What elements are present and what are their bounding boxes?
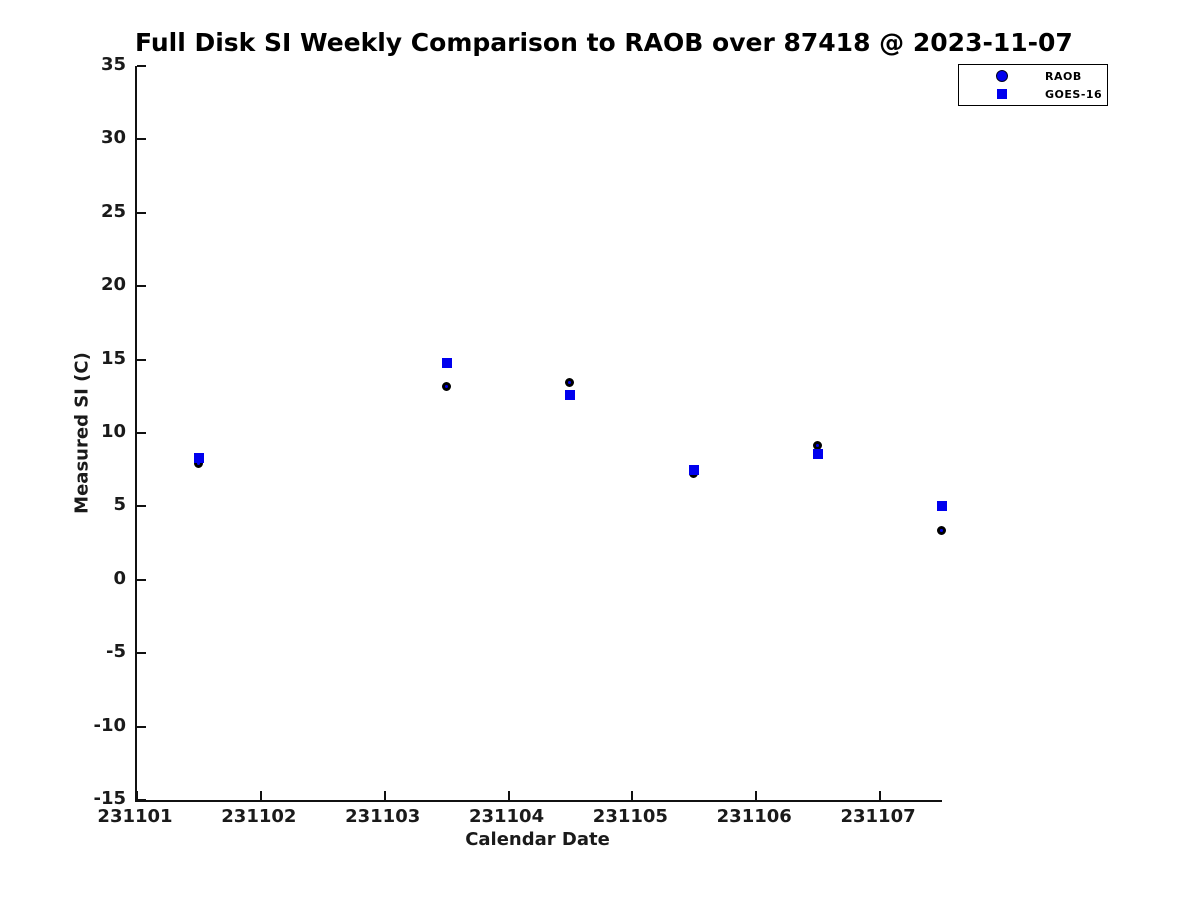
x-tick-mark — [383, 791, 386, 800]
plot-area — [135, 65, 947, 802]
legend-label-goes16: GOES-16 — [1045, 87, 1103, 101]
goes16-marker — [565, 389, 576, 400]
y-tick-mark — [137, 505, 146, 508]
y-tick-label: 15 — [100, 347, 126, 369]
y-tick-label: -5 — [106, 641, 126, 663]
y-tick-mark — [137, 285, 146, 288]
x-tick-mark — [879, 791, 882, 800]
y-tick-mark — [137, 358, 146, 361]
legend-row-raob: RAOB — [959, 67, 1107, 85]
y-tick-mark — [137, 652, 146, 655]
x-tick-label: 231105 — [592, 806, 668, 827]
goes16-marker — [937, 501, 947, 512]
x-tick-mark — [755, 791, 758, 800]
goes16-legend-square-icon — [997, 89, 1007, 99]
x-tick-label: 231102 — [221, 806, 297, 827]
chart-title: Full Disk SI Weekly Comparison to RAOB o… — [135, 28, 1073, 57]
legend-row-goes16: GOES-16 — [959, 85, 1107, 103]
legend-label-raob: RAOB — [1045, 69, 1082, 83]
y-tick-mark — [137, 138, 146, 141]
goes16-marker — [441, 357, 452, 368]
raob-marker — [937, 526, 946, 536]
y-tick-label: -10 — [93, 714, 126, 736]
x-tick-mark — [631, 791, 634, 800]
y-tick-label: -15 — [93, 788, 126, 809]
x-tick-label: 231107 — [840, 806, 916, 827]
goes16-marker — [193, 452, 204, 463]
y-tick-mark — [137, 65, 146, 67]
y-tick-label: 35 — [100, 54, 126, 75]
raob-marker — [565, 378, 575, 388]
y-tick-mark — [137, 578, 146, 581]
y-tick-label: 10 — [100, 421, 126, 442]
goes16-marker — [689, 464, 700, 475]
legend-marker-cell — [959, 70, 1045, 82]
y-tick-label: 25 — [100, 200, 126, 222]
x-tick-label: 231104 — [468, 806, 545, 827]
raob-legend-circle-icon — [996, 70, 1008, 82]
x-axis-label: Calendar Date — [465, 829, 610, 850]
x-tick-mark — [259, 791, 262, 800]
x-tick-mark — [136, 791, 138, 800]
y-tick-label: 5 — [113, 494, 126, 516]
x-tick-label: 231103 — [345, 806, 421, 827]
raob-marker — [441, 382, 451, 392]
y-tick-mark — [137, 432, 146, 434]
y-axis-label: Measured SI (C) — [71, 352, 93, 514]
y-tick-label: 20 — [100, 274, 126, 296]
y-tick-label: 30 — [100, 127, 126, 149]
y-tick-mark — [137, 799, 146, 801]
x-tick-label: 231106 — [716, 806, 792, 827]
goes16-marker — [813, 448, 824, 459]
legend-marker-cell — [959, 89, 1045, 99]
legend: RAOB GOES-16 — [958, 64, 1108, 106]
y-tick-mark — [137, 725, 146, 728]
y-tick-mark — [137, 211, 146, 214]
x-tick-label: 231101 — [97, 806, 173, 827]
x-tick-mark — [507, 791, 510, 800]
y-tick-label: 0 — [113, 567, 126, 589]
